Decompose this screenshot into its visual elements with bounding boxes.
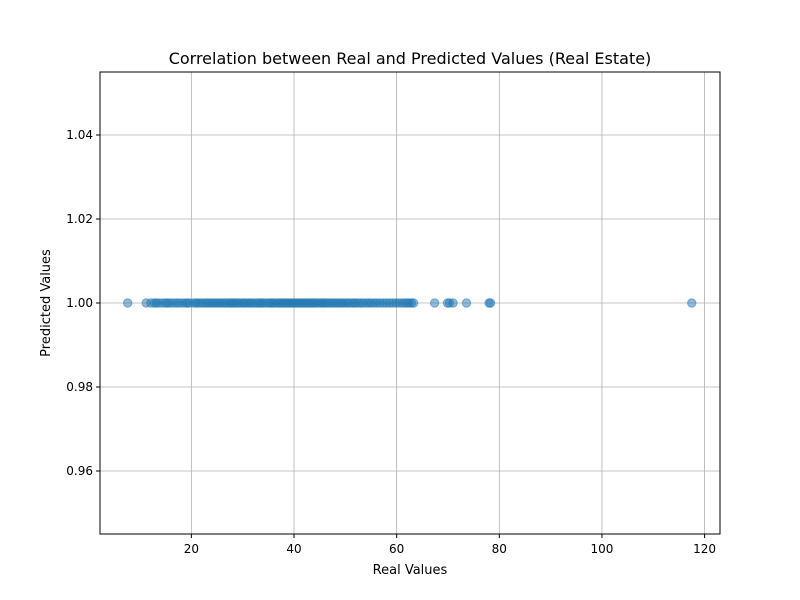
- data-point: [448, 298, 458, 308]
- data-points: [123, 298, 697, 308]
- data-point: [408, 298, 419, 308]
- y-tick-label: 0.98: [66, 380, 93, 394]
- x-tick-label: 40: [286, 542, 301, 556]
- data-point: [123, 298, 133, 308]
- data-point: [485, 298, 496, 308]
- x-tick-label: 100: [591, 542, 614, 556]
- y-tick-label: 1.04: [66, 128, 93, 142]
- y-axis-label: Predicted Values: [39, 249, 54, 357]
- y-tick-label: 0.96: [66, 464, 93, 478]
- x-tick-label: 60: [389, 542, 404, 556]
- data-point: [461, 298, 472, 308]
- y-tick-label: 1.02: [66, 212, 93, 226]
- y-axis-ticks: 0.96 0.98 1.00 1.02 1.04: [66, 128, 100, 478]
- x-tick-label: 120: [693, 542, 716, 556]
- chart-title: Correlation between Real and Predicted V…: [169, 49, 652, 68]
- x-tick-label: 80: [492, 542, 507, 556]
- data-point: [687, 298, 697, 308]
- y-tick-label: 1.00: [66, 296, 93, 310]
- x-tick-label: 20: [184, 542, 199, 556]
- x-axis-label: Real Values: [373, 563, 448, 578]
- x-axis-ticks: 20 40 60 80 100 120: [184, 534, 716, 556]
- data-point: [429, 298, 440, 308]
